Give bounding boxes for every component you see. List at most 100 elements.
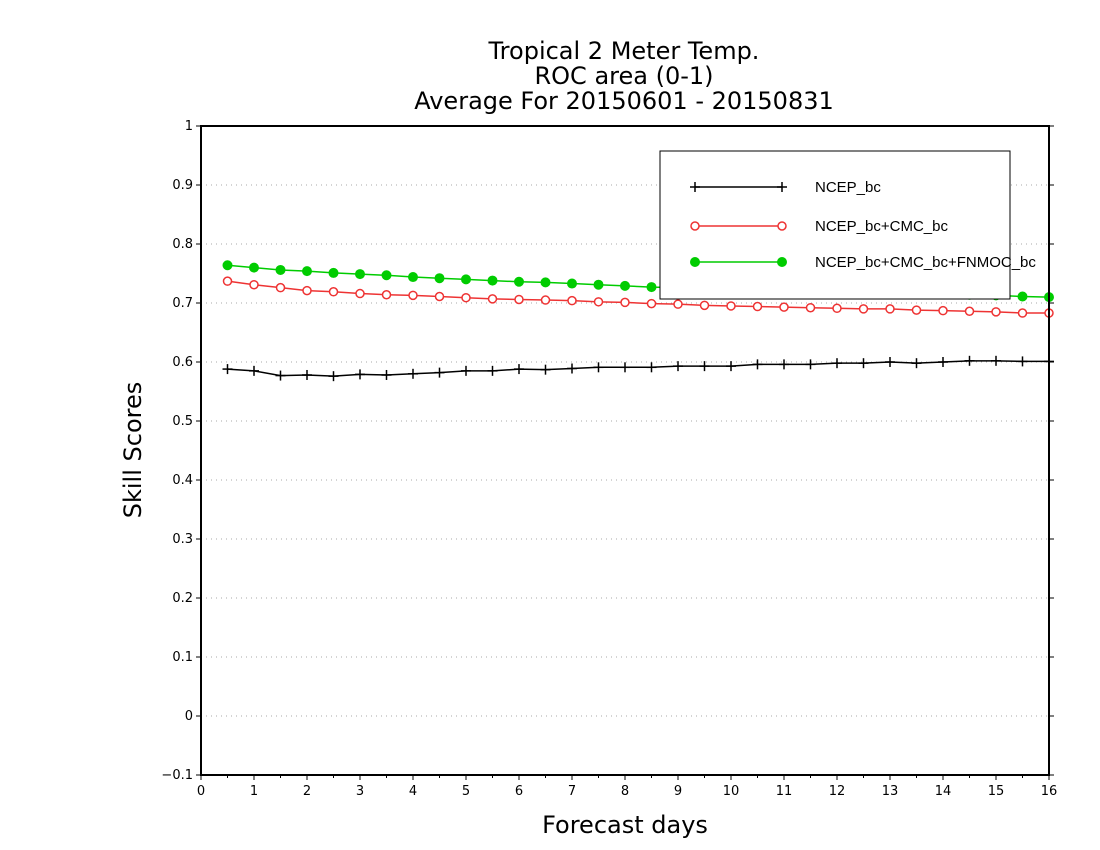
data-point bbox=[249, 262, 259, 273]
data-point bbox=[646, 362, 657, 373]
x-tick-label: 12 bbox=[829, 784, 846, 799]
x-tick-label: 1 bbox=[250, 784, 258, 799]
x-tick-label: 10 bbox=[723, 784, 740, 799]
data-point bbox=[434, 367, 445, 378]
y-tick-label: 0.7 bbox=[172, 296, 193, 311]
data-point bbox=[567, 278, 577, 289]
data-point bbox=[1017, 308, 1028, 318]
data-point bbox=[832, 358, 842, 369]
data-point bbox=[381, 289, 392, 300]
data-point bbox=[646, 298, 657, 309]
data-point bbox=[381, 270, 392, 281]
data-point bbox=[355, 288, 365, 299]
data-point bbox=[408, 272, 418, 283]
data-point bbox=[858, 304, 869, 314]
y-tick-label: 0.9 bbox=[172, 178, 193, 193]
data-point bbox=[328, 287, 339, 297]
data-point bbox=[752, 359, 763, 370]
data-point bbox=[699, 361, 710, 372]
x-tick-label: 8 bbox=[621, 784, 629, 799]
y-axis-ticks: −0.1 0 0.1 0.2 0.3 0.4 0.5 0.6 0.7 0.8 0.9 1 bbox=[161, 119, 1054, 783]
plot-frame bbox=[200, 125, 1050, 776]
x-tick-label: 11 bbox=[776, 784, 793, 799]
legend-label: NCEP_bc+CMC_bc+FNMOC_bc bbox=[815, 254, 1036, 271]
data-point bbox=[911, 358, 922, 369]
y-tick-label: 0.1 bbox=[172, 650, 193, 665]
data-point bbox=[434, 291, 445, 302]
data-point bbox=[514, 276, 524, 287]
data-point bbox=[222, 260, 233, 271]
x-tick-label: 0 bbox=[197, 784, 205, 799]
series-2 bbox=[222, 276, 1054, 318]
data-point bbox=[938, 305, 948, 316]
series-line bbox=[227, 360, 1049, 377]
y-tick-label: 0.8 bbox=[172, 237, 193, 252]
data-point bbox=[275, 370, 286, 381]
legend-marker bbox=[777, 257, 787, 267]
x-axis-title: Forecast days bbox=[542, 811, 708, 839]
data-point bbox=[858, 358, 869, 369]
y-tick-label: −0.1 bbox=[161, 768, 193, 783]
data-point bbox=[726, 301, 736, 311]
data-point bbox=[911, 305, 922, 315]
data-point bbox=[673, 299, 683, 309]
data-point bbox=[487, 275, 498, 286]
data-point bbox=[1017, 291, 1028, 302]
data-point bbox=[540, 295, 551, 305]
x-tick-label: 6 bbox=[515, 784, 523, 799]
legend: NCEP_bc NCEP_bc+CMC_bc NCEP_bc+CMC_bc+FNMO… bbox=[659, 150, 1036, 300]
y-tick-label: 0.6 bbox=[172, 355, 193, 370]
data-point bbox=[726, 361, 736, 372]
data-point bbox=[885, 304, 895, 314]
data-point bbox=[540, 364, 551, 375]
data-point bbox=[355, 369, 365, 380]
chart-title: Tropical 2 Meter Temp. ROC area (0-1) Av… bbox=[414, 37, 834, 115]
data-point bbox=[302, 266, 312, 277]
x-tick-label: 7 bbox=[568, 784, 576, 799]
data-point bbox=[275, 282, 286, 293]
x-tick-label: 5 bbox=[462, 784, 470, 799]
data-point bbox=[779, 359, 789, 370]
data-point bbox=[540, 277, 551, 288]
legend-item-3: NCEP_bc+CMC_bc+FNMOC_bc bbox=[690, 254, 1036, 271]
data-point bbox=[355, 269, 365, 280]
data-point bbox=[805, 302, 816, 313]
y-axis-title: Skill Scores bbox=[119, 382, 147, 519]
data-point bbox=[964, 306, 975, 317]
title-line-3: Average For 20150601 - 20150831 bbox=[414, 87, 834, 115]
data-point bbox=[434, 273, 445, 284]
data-point bbox=[408, 290, 418, 301]
data-point bbox=[567, 295, 577, 306]
data-point bbox=[938, 357, 948, 367]
y-tick-label: 0 bbox=[185, 709, 193, 724]
data-point bbox=[381, 369, 392, 380]
legend-marker bbox=[777, 182, 787, 192]
x-tick-label: 16 bbox=[1041, 784, 1058, 799]
data-point bbox=[567, 363, 577, 374]
data-point bbox=[593, 279, 604, 290]
y-tick-label: 0.3 bbox=[172, 532, 193, 547]
data-point bbox=[620, 297, 630, 308]
data-point bbox=[302, 285, 312, 296]
data-point bbox=[593, 297, 604, 307]
legend-label: NCEP_bc bbox=[815, 179, 881, 196]
legend-item-1: NCEP_bc bbox=[690, 179, 881, 196]
data-point bbox=[885, 357, 895, 367]
y-tick-label: 1 bbox=[185, 119, 193, 134]
data-point bbox=[461, 365, 471, 376]
data-point bbox=[620, 362, 630, 373]
data-point bbox=[964, 355, 975, 366]
x-tick-label: 3 bbox=[356, 784, 364, 799]
data-point bbox=[832, 303, 842, 314]
series-1 bbox=[222, 355, 1054, 382]
data-point bbox=[249, 365, 259, 376]
data-point bbox=[487, 294, 498, 304]
data-point bbox=[991, 307, 1001, 317]
data-point bbox=[461, 292, 471, 303]
data-point bbox=[328, 267, 339, 278]
data-point bbox=[514, 364, 524, 375]
title-line-1: Tropical 2 Meter Temp. bbox=[488, 37, 760, 65]
legend-marker bbox=[690, 221, 700, 231]
data-point bbox=[752, 301, 763, 312]
